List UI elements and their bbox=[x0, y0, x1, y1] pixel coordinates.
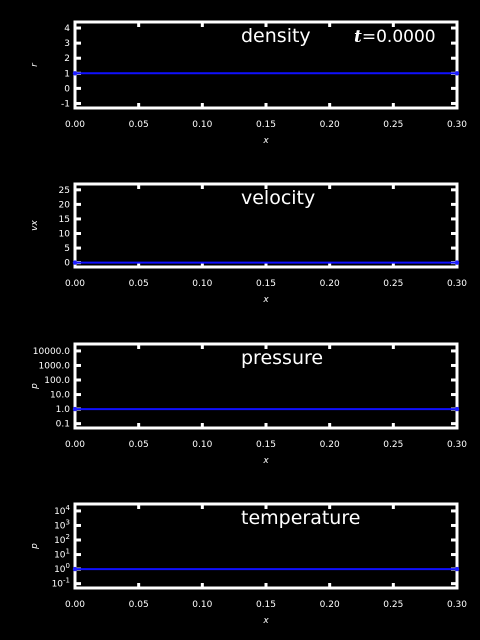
data-point bbox=[72, 71, 78, 76]
y-tick-label: 20 bbox=[59, 200, 71, 210]
y-tick-label: -1 bbox=[61, 99, 70, 109]
y-tick-label: 3 bbox=[64, 39, 70, 49]
x-tick-label: 0.00 bbox=[65, 120, 85, 130]
x-tick-label: 0.30 bbox=[447, 120, 467, 130]
y-tick-label: 2 bbox=[64, 54, 70, 64]
time-label: t=0.0000 bbox=[354, 27, 436, 47]
x-tick-label: 0.00 bbox=[65, 600, 85, 610]
panel-velocity: 0.00 0.05 0.10 0.15 0.20 0.25 0.30 25 20 15 10 5 0 vx… bbox=[30, 182, 467, 305]
x-tick-label: 0.20 bbox=[320, 279, 340, 289]
y-tick-label: 0 bbox=[64, 84, 70, 94]
y-tick-label: 101 bbox=[54, 548, 70, 561]
x-tick-label: 0.25 bbox=[383, 120, 403, 130]
x-tick-label: 0.05 bbox=[129, 279, 149, 289]
x-tick-label: 0.25 bbox=[383, 279, 403, 289]
y-tick-label: 0.1 bbox=[56, 420, 70, 430]
x-tick-label: 0.25 bbox=[383, 440, 403, 450]
y-tick-label: 1.0 bbox=[56, 405, 71, 415]
x-tick-label: 0.30 bbox=[447, 440, 467, 450]
x-tick-label: 0.05 bbox=[129, 120, 149, 130]
panel-pressure: 0.00 0.05 0.10 0.15 0.20 0.25 0.30 10000.0 1000.… bbox=[30, 342, 467, 466]
data-point bbox=[72, 260, 78, 265]
x-tick-label: 0.05 bbox=[129, 440, 149, 450]
x-axis-label: x bbox=[262, 616, 269, 626]
y-tick-label: 103 bbox=[54, 518, 70, 531]
x-tick-label: 0.30 bbox=[447, 279, 467, 289]
panel-density: 0.00 0.05 0.10 0.15 0.20 0.25 0.30 4 3 2 1 0 -1 r x den… bbox=[30, 20, 467, 146]
y-tick-label: 10000.0 bbox=[33, 347, 70, 357]
x-tick-label: 0.20 bbox=[320, 120, 340, 130]
y-tick-label: 1000.0 bbox=[39, 361, 71, 371]
data-point bbox=[72, 566, 78, 572]
x-tick-label: 0.30 bbox=[447, 600, 467, 610]
plot-title: velocity bbox=[241, 187, 315, 209]
y-tick-label: 100.0 bbox=[44, 376, 70, 386]
data-point bbox=[72, 406, 78, 412]
x-axis-label: x bbox=[262, 295, 269, 305]
y-tick-label: 1 bbox=[64, 69, 70, 79]
plot-title: temperature bbox=[241, 507, 360, 529]
y-tick-label: 25 bbox=[59, 186, 70, 196]
y-tick-label: 5 bbox=[64, 244, 70, 254]
x-tick-label: 0.25 bbox=[383, 600, 403, 610]
x-tick-label: 0.10 bbox=[192, 120, 212, 130]
x-tick-label: 0.15 bbox=[256, 600, 276, 610]
y-tick-label: 10.0 bbox=[50, 391, 70, 401]
x-axis-label: x bbox=[262, 456, 269, 466]
x-tick-label: 0.10 bbox=[192, 600, 212, 610]
y-axis-label: p bbox=[30, 383, 40, 390]
y-tick-label: 100 bbox=[54, 562, 70, 575]
x-tick-label: 0.20 bbox=[320, 440, 340, 450]
y-tick-label: 0 bbox=[64, 259, 70, 269]
y-tick-label: 4 bbox=[64, 24, 70, 34]
x-tick-label: 0.15 bbox=[256, 440, 276, 450]
y-tick-label: 10 bbox=[59, 230, 71, 240]
plot-title: density bbox=[241, 25, 311, 47]
y-axis-label: p bbox=[30, 543, 40, 550]
x-tick-label: 0.00 bbox=[65, 440, 85, 450]
plot-title: pressure bbox=[241, 347, 323, 369]
y-tick-label: 10-1 bbox=[52, 577, 70, 590]
x-tick-label: 0.00 bbox=[65, 279, 85, 289]
x-tick-label: 0.10 bbox=[192, 279, 212, 289]
data-point bbox=[454, 566, 460, 572]
x-tick-label: 0.15 bbox=[256, 279, 276, 289]
x-tick-label: 0.10 bbox=[192, 440, 212, 450]
data-point bbox=[454, 406, 460, 412]
x-tick-label: 0.05 bbox=[129, 600, 149, 610]
x-tick-label: 0.15 bbox=[256, 120, 276, 130]
x-tick-label: 0.20 bbox=[320, 600, 340, 610]
y-axis-label: vx bbox=[30, 220, 40, 231]
y-axis-label: r bbox=[30, 62, 40, 67]
x-axis-label: x bbox=[262, 136, 269, 146]
data-point bbox=[454, 71, 460, 76]
y-tick-label: 104 bbox=[54, 504, 70, 517]
y-tick-label: 102 bbox=[54, 533, 70, 546]
data-point bbox=[454, 260, 460, 265]
y-tick-label: 15 bbox=[59, 215, 70, 225]
